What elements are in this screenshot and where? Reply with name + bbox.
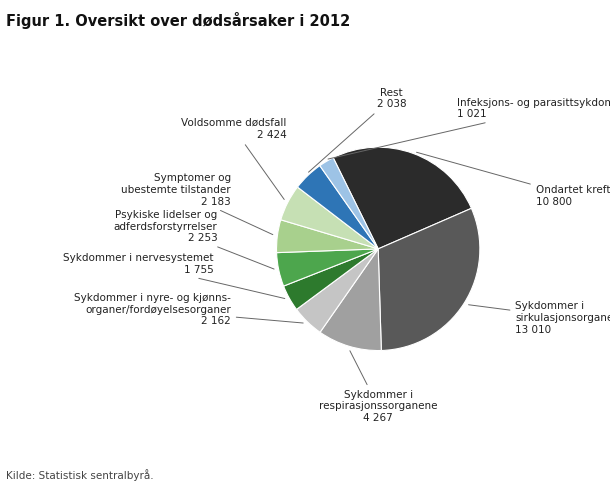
Wedge shape (276, 220, 378, 253)
Text: Figur 1. Oversikt over dødsårsaker i 2012: Figur 1. Oversikt over dødsårsaker i 201… (6, 12, 350, 29)
Text: Infeksjons- og parasittsykdommer
1 021: Infeksjons- og parasittsykdommer 1 021 (328, 98, 610, 159)
Wedge shape (296, 249, 378, 332)
Text: Psykiske lidelser og
adferdsforstyrrelser
2 253: Psykiske lidelser og adferdsforstyrrelse… (114, 210, 274, 269)
Text: Sykdommer i
respirasjonssorganene
4 267: Sykdommer i respirasjonssorganene 4 267 (319, 351, 437, 423)
Wedge shape (333, 147, 472, 249)
Text: Sykdommer i nyre- og kjønns-
organer/fordøyelsesorganer
2 162: Sykdommer i nyre- og kjønns- organer/for… (74, 293, 303, 326)
Wedge shape (378, 208, 480, 350)
Wedge shape (284, 249, 378, 309)
Text: Sykdommer i nervesystemet
1 755: Sykdommer i nervesystemet 1 755 (63, 253, 285, 299)
Wedge shape (320, 249, 381, 350)
Wedge shape (281, 187, 378, 249)
Text: Symptomer og
ubestemte tilstander
2 183: Symptomer og ubestemte tilstander 2 183 (121, 173, 273, 235)
Wedge shape (276, 249, 378, 286)
Text: Kilde: Statistisk sentralbyrå.: Kilde: Statistisk sentralbyrå. (6, 469, 154, 481)
Wedge shape (298, 165, 378, 249)
Wedge shape (320, 158, 378, 249)
Text: Sykdommer i
sirkulasjonsorganene
13 010: Sykdommer i sirkulasjonsorganene 13 010 (468, 302, 610, 335)
Text: Ondartet kreft
10 800: Ondartet kreft 10 800 (417, 152, 610, 207)
Text: Rest
2 038: Rest 2 038 (309, 88, 406, 172)
Text: Voldsomme dødsfall
2 424: Voldsomme dødsfall 2 424 (181, 118, 287, 200)
